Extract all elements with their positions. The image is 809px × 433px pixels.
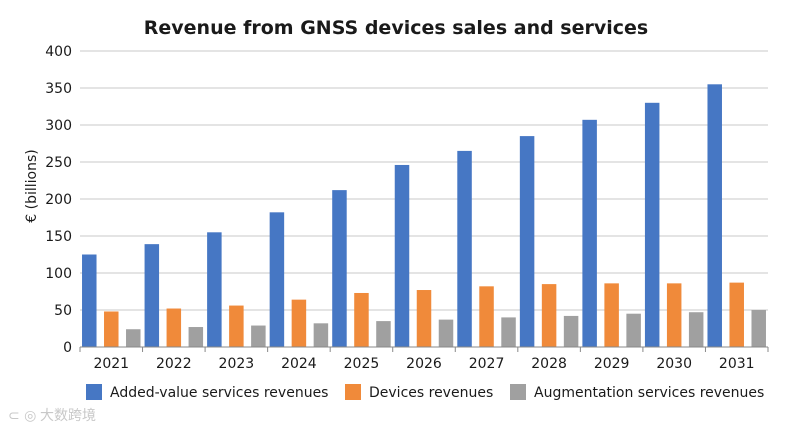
x-tick-label: 2029 xyxy=(594,356,630,372)
x-tick-label: 2026 xyxy=(406,356,442,372)
bar-2031-series-0 xyxy=(707,84,722,348)
x-tick-label: 2022 xyxy=(156,356,192,372)
bar-2024-series-2 xyxy=(313,323,329,347)
bar-2029-series-1 xyxy=(604,283,619,347)
y-tick-label: 250 xyxy=(45,155,72,171)
bar-2027-series-2 xyxy=(501,317,516,347)
bar-2031-series-2 xyxy=(751,310,766,347)
bar-2026-series-2 xyxy=(438,319,454,347)
y-tick-label: 400 xyxy=(45,44,72,60)
bar-2029-series-2 xyxy=(626,313,641,347)
bar-2030-series-1 xyxy=(666,283,682,347)
x-tick-label: 2025 xyxy=(344,356,380,372)
bar-2026-series-0 xyxy=(394,164,410,347)
bar-2028-series-2 xyxy=(563,315,579,347)
bar-2022-series-2 xyxy=(188,327,204,347)
legend-label: Added-value services revenues xyxy=(110,385,328,401)
watermark-logo-icon: ⊂ ◎ xyxy=(8,408,36,424)
bar-2029-series-0 xyxy=(582,119,597,347)
bar-2023-series-2 xyxy=(251,325,266,347)
x-tick-label: 2021 xyxy=(93,356,129,372)
legend-swatch xyxy=(86,384,102,400)
x-axis-ticks: 2021 2022 2023 2024 2025 2026 2027 2028 2029 2030… xyxy=(79,347,769,372)
watermark: ⊂ ◎ 大数跨境 xyxy=(8,408,96,424)
legend: Added-value services revenues Devices rev… xyxy=(86,384,764,401)
x-tick-label: 2030 xyxy=(656,356,692,372)
bar-2024-series-1 xyxy=(291,299,307,347)
x-tick-label: 2028 xyxy=(531,356,567,372)
legend-label: Devices revenues xyxy=(369,385,493,401)
bars xyxy=(82,84,766,348)
x-tick-label: 2027 xyxy=(469,356,505,372)
bar-2027-series-0 xyxy=(457,150,472,347)
gridlines xyxy=(80,50,768,311)
bar-2025-series-0 xyxy=(332,190,347,347)
watermark-text: 大数跨境 xyxy=(40,408,96,424)
chart-title: Revenue from GNSS devices sales and serv… xyxy=(144,17,648,39)
bar-2023-series-0 xyxy=(207,232,222,347)
x-tick-label: 2031 xyxy=(719,356,755,372)
y-tick-label: 150 xyxy=(45,229,72,245)
bar-2025-series-1 xyxy=(354,292,369,347)
bar-2023-series-1 xyxy=(229,305,244,347)
legend-swatch xyxy=(510,384,526,400)
legend-label: Augmentation services revenues xyxy=(534,385,764,401)
bar-2026-series-1 xyxy=(416,290,432,347)
y-axis-ticks: 0 50 100 150 200 250 300 350 400 xyxy=(45,44,72,356)
bar-2025-series-2 xyxy=(376,321,391,347)
x-tick-label: 2024 xyxy=(281,356,317,372)
y-tick-label: 350 xyxy=(45,81,72,97)
bar-2021-series-0 xyxy=(82,254,97,347)
y-tick-label: 50 xyxy=(54,303,72,319)
bar-2030-series-2 xyxy=(688,312,704,347)
bar-2022-series-0 xyxy=(144,244,160,347)
bar-2021-series-2 xyxy=(126,329,141,347)
y-axis-label: € (billions) xyxy=(24,149,40,222)
bar-2021-series-1 xyxy=(104,311,119,347)
bar-2028-series-1 xyxy=(541,284,557,347)
bar-2028-series-0 xyxy=(519,136,535,347)
bar-2024-series-0 xyxy=(269,212,285,347)
y-tick-label: 0 xyxy=(63,340,72,356)
y-tick-label: 200 xyxy=(45,192,72,208)
bar-2030-series-0 xyxy=(644,102,660,347)
bar-2022-series-1 xyxy=(166,308,182,347)
bar-2027-series-1 xyxy=(479,286,494,347)
legend-swatch xyxy=(345,384,361,400)
x-tick-label: 2023 xyxy=(219,356,255,372)
y-tick-label: 300 xyxy=(45,118,72,134)
bar-2031-series-1 xyxy=(729,282,744,347)
y-tick-label: 100 xyxy=(45,266,72,282)
